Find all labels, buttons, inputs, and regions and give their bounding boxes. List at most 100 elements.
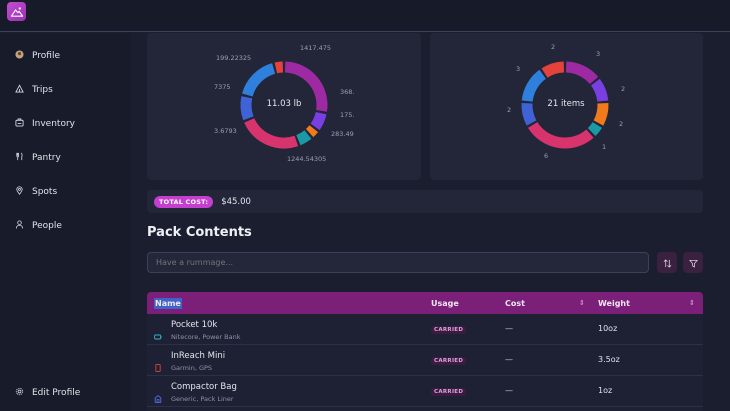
sidebar-item-label: Pantry bbox=[32, 153, 61, 163]
weight-slice-label: 283.49 bbox=[331, 130, 354, 138]
weight-donut-chart bbox=[240, 61, 328, 149]
count-slice-3[interactable] bbox=[587, 121, 603, 136]
gear-icon bbox=[15, 387, 24, 399]
column-header-usage[interactable]: Usage bbox=[431, 298, 459, 308]
count-slice-6[interactable] bbox=[521, 69, 547, 102]
count-slice-0[interactable] bbox=[565, 61, 599, 85]
sidebar-item-trips[interactable]: Trips bbox=[15, 82, 53, 98]
sidebar: Profile Trips Inventory Pantry Spots Peo… bbox=[0, 33, 131, 411]
usage-badge: CARRIED bbox=[431, 357, 467, 365]
weight-chart-panel: 11.03 lb 1417.475 368. 175. 283.49 1244.… bbox=[147, 33, 421, 180]
sort-weight-icon[interactable]: ⇕ bbox=[689, 299, 695, 307]
column-header-name[interactable]: Name bbox=[154, 292, 182, 314]
table-row[interactable]: Compactor Bag Generic, Pack Liner CARRIE… bbox=[147, 376, 703, 407]
total-cost-badge: TOTAL COST: bbox=[154, 195, 214, 208]
item-details: Generic, Pack Liner bbox=[171, 395, 234, 403]
weight-slice-label: 1244.54305 bbox=[287, 155, 327, 163]
count-slice-label: 3 bbox=[596, 50, 601, 58]
item-details: Nitecore, Power Bank bbox=[171, 333, 241, 341]
weight-slice-6[interactable] bbox=[242, 63, 276, 97]
count-slice-label: 2 bbox=[551, 43, 556, 51]
sidebar-item-pantry[interactable]: Pantry bbox=[15, 150, 61, 166]
count-slice-label: 2 bbox=[619, 120, 624, 128]
sidebar-item-label: Spots bbox=[32, 187, 58, 197]
weight-slice-5[interactable] bbox=[240, 96, 254, 121]
weight-slice-label: 368. bbox=[340, 88, 355, 96]
sidebar-item-inventory[interactable]: Inventory bbox=[15, 116, 75, 132]
item-name: InReach Mini bbox=[171, 351, 226, 361]
total-cost-value: $45.00 bbox=[221, 196, 251, 207]
avatar-icon bbox=[15, 50, 24, 62]
count-slice-1[interactable] bbox=[590, 78, 609, 102]
count-slice-2[interactable] bbox=[593, 103, 609, 126]
weight-slice-3[interactable] bbox=[296, 130, 312, 146]
sort-cost-icon[interactable]: ⇕ bbox=[579, 299, 585, 307]
count-slice-label: 2 bbox=[621, 85, 626, 93]
weight-slice-7[interactable] bbox=[274, 61, 284, 74]
count-slice-4[interactable] bbox=[528, 121, 594, 149]
column-header-label: Name bbox=[154, 297, 182, 309]
total-cost-bar: TOTAL COST: $45.00 bbox=[147, 190, 703, 213]
map-pin-icon bbox=[15, 186, 24, 198]
count-donut-chart bbox=[521, 61, 609, 149]
pack-table: Name Usage Cost ⇕ Weight ⇕ Pocket 10k Ni… bbox=[147, 292, 703, 411]
sidebar-item-profile[interactable]: Profile bbox=[15, 48, 60, 64]
item-weight: 1oz bbox=[598, 386, 613, 395]
phone-icon bbox=[154, 357, 162, 372]
weight-slice-4[interactable] bbox=[244, 117, 299, 149]
item-weight: 10oz bbox=[598, 324, 618, 333]
usage-badge: CARRIED bbox=[431, 326, 467, 334]
battery-icon bbox=[154, 326, 162, 340]
table-header: Name Usage Cost ⇕ Weight ⇕ bbox=[147, 292, 703, 314]
table-row[interactable]: InReach Mini Garmin, GPS CARRIED — 3.5oz bbox=[147, 345, 703, 376]
item-name: Pocket 10k bbox=[171, 320, 218, 330]
item-name: Compactor Bag bbox=[171, 382, 237, 392]
count-slice-label: 3 bbox=[516, 65, 521, 73]
sidebar-item-label: Profile bbox=[32, 51, 60, 61]
weight-slice-label: 3.6793 bbox=[214, 127, 237, 135]
weight-slice-label: 7375 bbox=[214, 83, 231, 91]
column-header-weight[interactable]: Weight bbox=[598, 298, 630, 308]
count-slice-7[interactable] bbox=[541, 61, 565, 78]
item-weight: 3.5oz bbox=[598, 355, 620, 364]
utensils-icon bbox=[15, 152, 24, 164]
person-icon bbox=[15, 220, 24, 232]
item-count: 21 items bbox=[547, 99, 585, 109]
item-cost: — bbox=[505, 355, 513, 364]
tent-icon bbox=[15, 84, 24, 96]
filter-icon bbox=[688, 253, 698, 272]
weight-slice-label: 1417.475 bbox=[300, 44, 332, 52]
edit-profile-label: Edit Profile bbox=[32, 388, 81, 398]
weight-slice-1[interactable] bbox=[310, 111, 327, 131]
sidebar-item-label: People bbox=[32, 221, 62, 231]
weight-slice-0[interactable] bbox=[284, 61, 328, 112]
inventory-icon bbox=[15, 118, 24, 130]
edit-profile-link[interactable]: Edit Profile bbox=[15, 385, 80, 401]
column-header-cost[interactable]: Cost bbox=[505, 298, 525, 308]
weight-slice-label: 199.22325 bbox=[216, 54, 252, 62]
table-row[interactable]: Pocket 10k Nitecore, Power Bank CARRIED … bbox=[147, 314, 703, 345]
mountain-logo-icon[interactable] bbox=[7, 2, 26, 21]
sort-button[interactable] bbox=[657, 252, 677, 273]
item-cost: — bbox=[505, 386, 513, 395]
count-slice-label: 6 bbox=[544, 152, 549, 160]
sidebar-item-spots[interactable]: Spots bbox=[15, 184, 57, 200]
search-input[interactable] bbox=[147, 252, 649, 273]
item-details: Garmin, GPS bbox=[171, 364, 213, 372]
item-cost: — bbox=[505, 324, 513, 333]
count-slice-label: 1 bbox=[602, 143, 607, 151]
bag-icon bbox=[154, 388, 162, 403]
count-slice-label: 2 bbox=[507, 106, 512, 114]
top-bar bbox=[0, 0, 730, 32]
weight-slice-2[interactable] bbox=[305, 125, 319, 138]
sort-arrows-icon bbox=[663, 253, 672, 272]
filter-button[interactable] bbox=[683, 252, 703, 273]
sidebar-item-label: Trips bbox=[32, 85, 53, 95]
count-chart-panel: 21 items 3 2 2 1 6 2 3 2 bbox=[430, 33, 703, 180]
sidebar-item-people[interactable]: People bbox=[15, 218, 62, 234]
weight-total: 11.03 lb bbox=[266, 99, 302, 109]
usage-badge: CARRIED bbox=[431, 388, 467, 396]
page-title: Pack Contents bbox=[147, 225, 252, 240]
weight-slice-label: 175. bbox=[340, 111, 355, 119]
count-slice-5[interactable] bbox=[521, 103, 537, 126]
